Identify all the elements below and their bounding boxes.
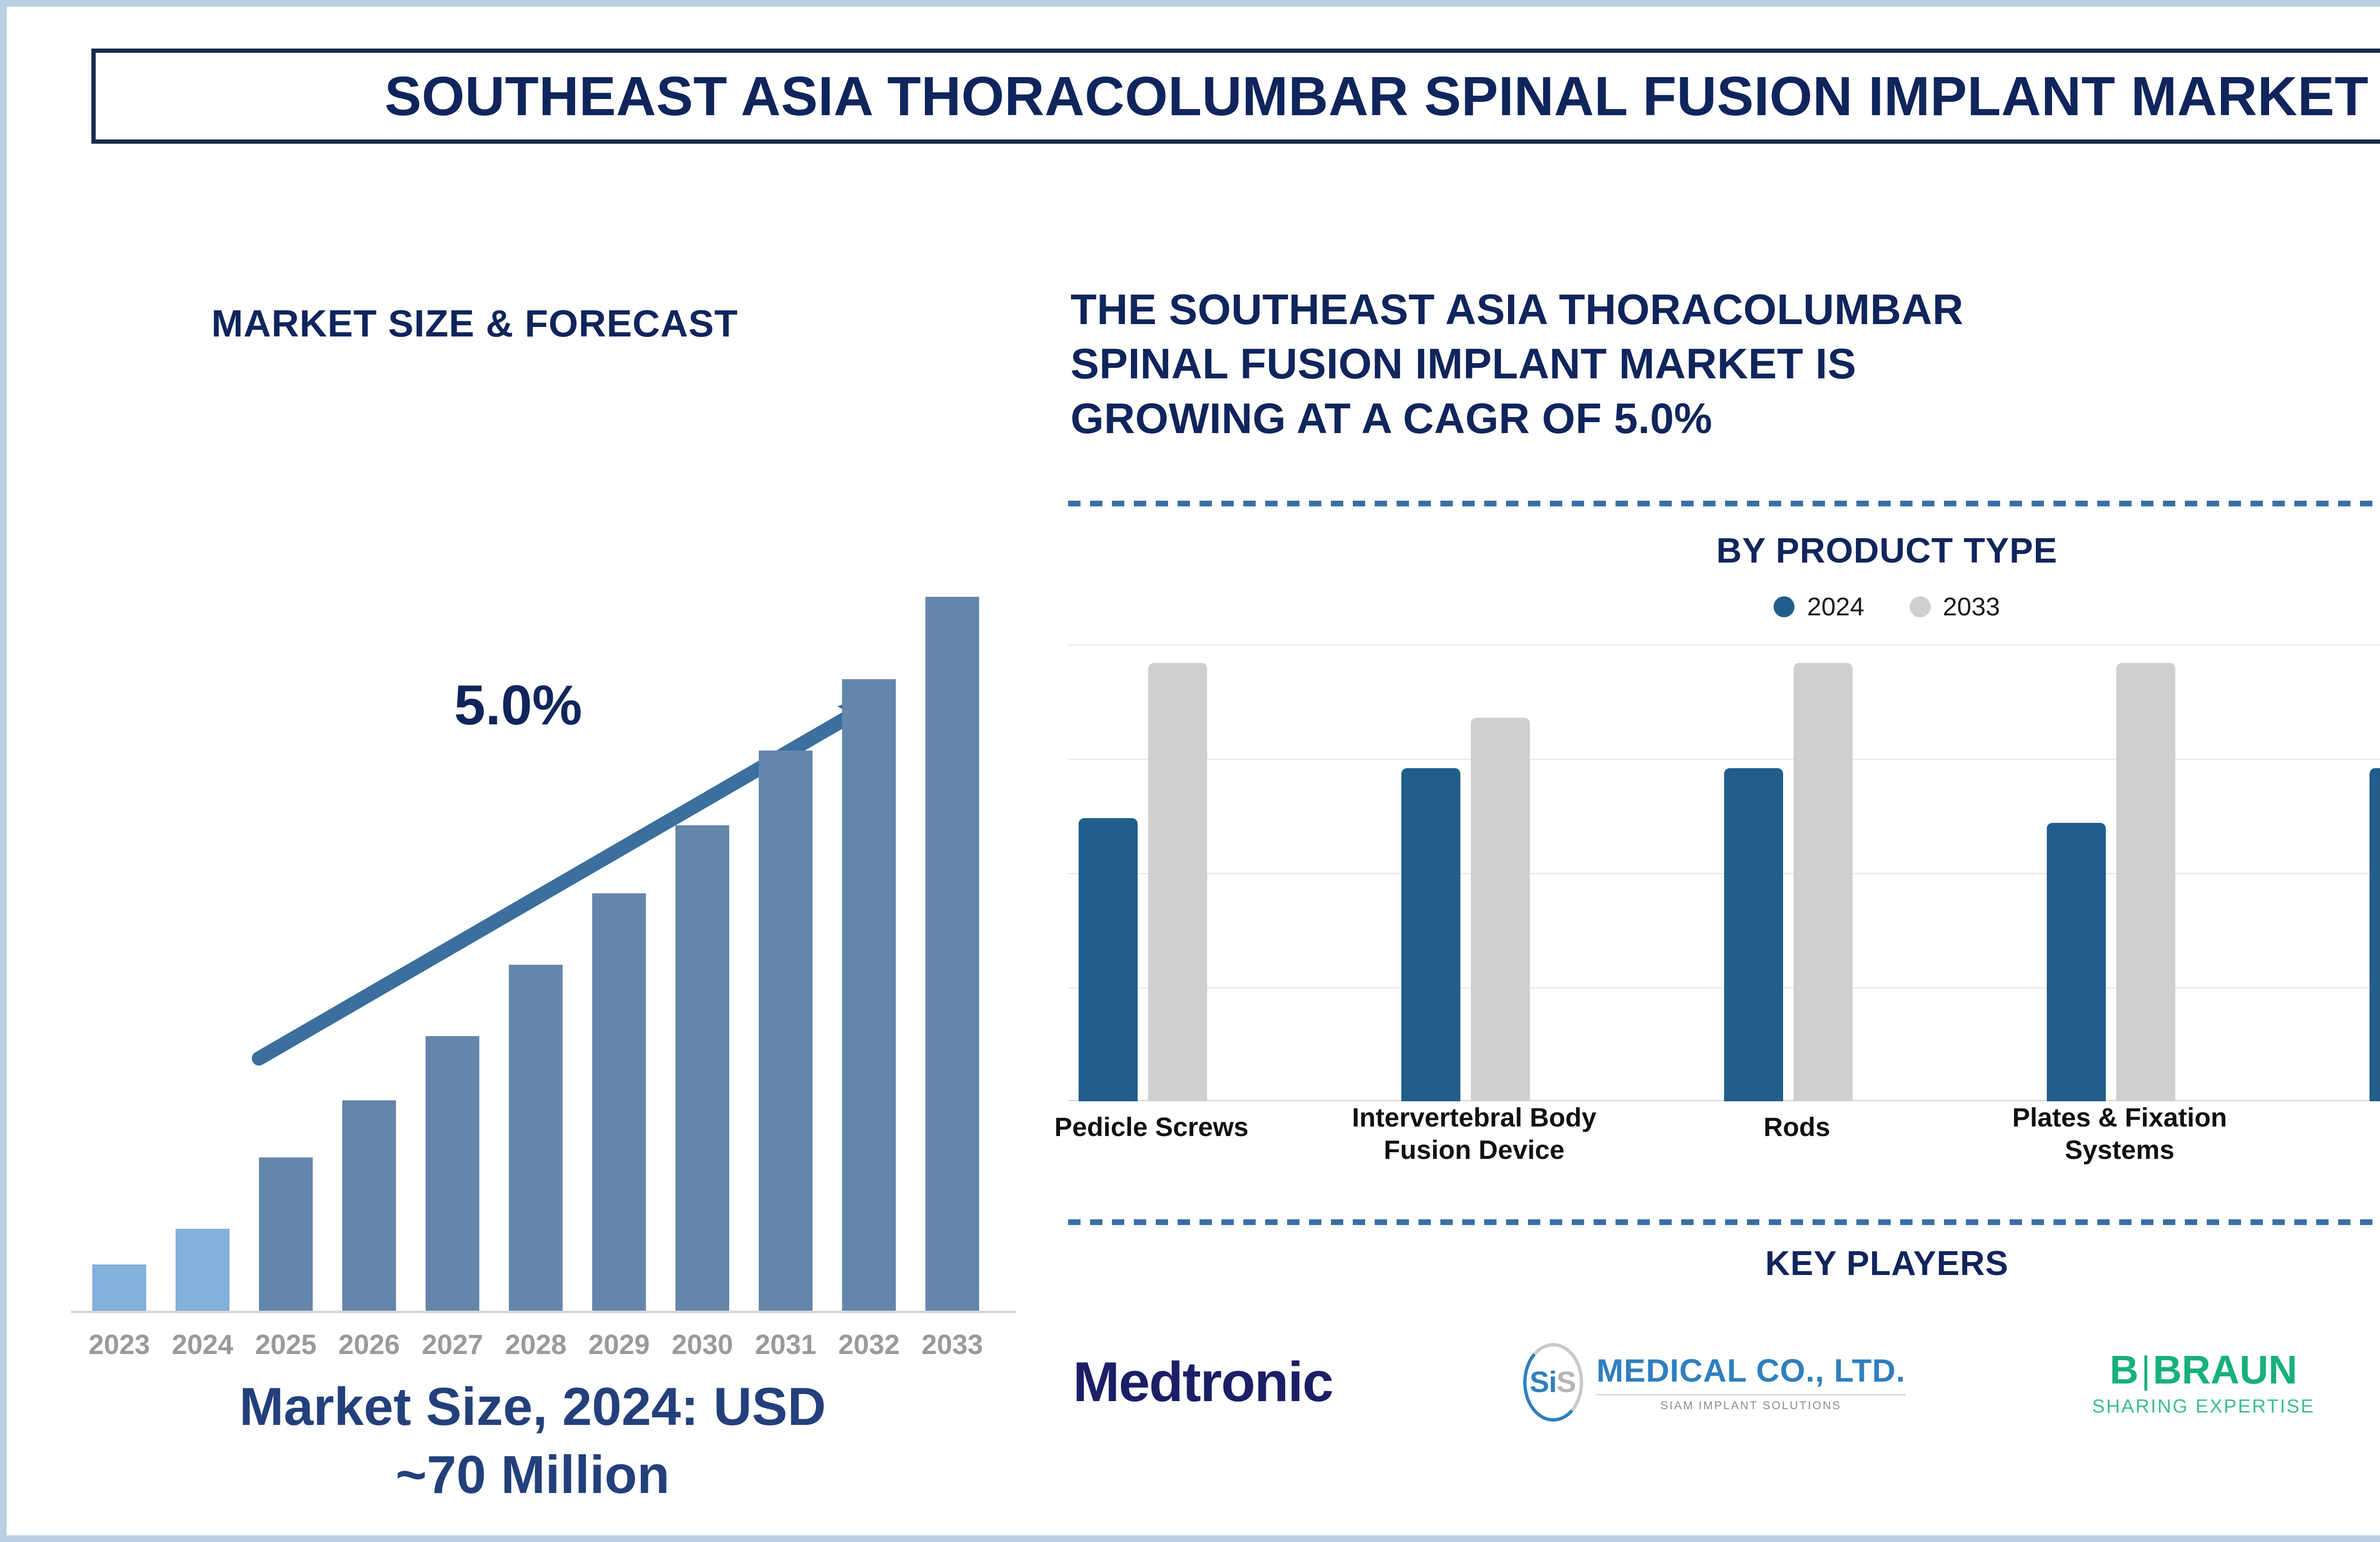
bar-rods-2033: [1794, 663, 1853, 1101]
logo-braun-divider: [2144, 1355, 2147, 1391]
bar-plates-fixation-2033: [2116, 663, 2175, 1101]
divider-top: [1068, 501, 2380, 506]
market-size-forecast-heading: MARKET SIZE & FORECAST: [211, 302, 738, 345]
year-label-2029: 2029: [588, 1329, 650, 1360]
chart-baseline: [71, 1311, 1016, 1313]
logo-sis-sub: SIAM IMPLANT SOLUTIONS: [1596, 1394, 1905, 1413]
year-label-2033: 2033: [921, 1329, 983, 1360]
product-type-bar-chart: [1068, 644, 2380, 1101]
cagr-annotation: 5.0%: [454, 674, 582, 737]
year-label-2032: 2032: [838, 1329, 900, 1360]
legend-label-2024: 2024: [1807, 593, 1864, 621]
year-label-2031: 2031: [754, 1329, 817, 1360]
market-size-line-1: Market Size, 2024: USD: [239, 1377, 826, 1436]
chart-legend: 2024 2033: [1059, 592, 2380, 622]
page-title: SOUTHEAST ASIA THORACOLUMBAR SPINAL FUSI…: [385, 65, 2369, 127]
logo-sis-textblock: MEDICAL CO., LTD. SIAM IMPLANT SOLUTIONS: [1596, 1352, 1905, 1413]
title-box: SOUTHEAST ASIA THORACOLUMBAR SPINAL FUSI…: [91, 49, 2380, 144]
divider-bottom: [1068, 1219, 2380, 1225]
logo-sis-main: MEDICAL CO., LTD.: [1596, 1352, 1905, 1389]
bar-2031: [759, 751, 813, 1311]
year-label-2030: 2030: [671, 1329, 734, 1360]
year-label-2026: 2026: [338, 1329, 400, 1360]
year-label-2023: 2023: [88, 1329, 150, 1360]
legend-item-2024: 2024: [1774, 592, 1864, 622]
bar-2029: [592, 893, 646, 1311]
logo-braun-sub: SHARING EXPERTISE: [2092, 1396, 2315, 1417]
bar-2027: [426, 1036, 479, 1311]
bar-2028: [509, 965, 563, 1311]
bar-plates-fixation-2024: [2047, 823, 2106, 1101]
bar-pedicle-screws-2033: [1148, 663, 1207, 1101]
product-type-panel: THE SOUTHEAST ASIA THORACOLUMBAR SPINAL …: [1054, 216, 2380, 1511]
key-players-logos: Medtronic SiS MEDICAL CO., LTD. SIAM IMP…: [1059, 1311, 2380, 1453]
legend-dot-2033: [1909, 596, 1931, 617]
bar-2032: [842, 679, 896, 1311]
bar-others-2024: [2370, 768, 2380, 1101]
bar-pedicle-screws-2024: [1079, 818, 1138, 1101]
year-label-2027: 2027: [421, 1329, 484, 1360]
logo-medtronic: Medtronic: [1073, 1350, 1334, 1414]
year-label-2024: 2024: [171, 1329, 234, 1360]
market-size-bar-chart: 2023 2024 2025 2026 2027 2028 2029 2030 …: [50, 563, 1023, 1396]
logo-medtronic-text: Medtronic: [1073, 1351, 1334, 1414]
bar-2025: [259, 1157, 313, 1311]
legend-item-2033: 2033: [1909, 592, 2000, 622]
sis-ellipse-icon: SiS: [1519, 1343, 1586, 1422]
market-size-value: Market Size, 2024: USD ~70 Million: [35, 1373, 1030, 1509]
bar-2023: [92, 1265, 146, 1311]
bar-2026: [342, 1100, 396, 1311]
logo-b-braun: B BRAUN SHARING EXPERTISE: [2092, 1347, 2315, 1417]
bar-2024: [176, 1229, 229, 1311]
legend-dot-2024: [1774, 596, 1795, 617]
category-label-others: Others: [2290, 1111, 2380, 1143]
key-players-title: KEY PLAYERS: [1765, 1245, 2009, 1283]
market-size-line-2: ~70 Million: [396, 1445, 670, 1505]
section-title-by-product-type: BY PRODUCT TYPE: [1716, 531, 2058, 570]
category-label-rods: Rods: [1764, 1112, 1830, 1142]
bar-2033: [925, 597, 979, 1311]
headline-line-3: GROWING AT A CAGR OF 5.0%: [1071, 395, 1713, 443]
legend-label-2033: 2033: [1943, 593, 2000, 621]
category-label-plates-fixation: Plates & Fixation Systems: [2012, 1102, 2227, 1165]
bar-ibfd-2033: [1471, 718, 1530, 1101]
headline-line-1: THE SOUTHEAST ASIA THORACOLUMBAR: [1071, 286, 1964, 334]
logo-braun-b: B: [2110, 1347, 2139, 1392]
year-label-2025: 2025: [255, 1329, 317, 1360]
cagr-headline: THE SOUTHEAST ASIA THORACOLUMBAR SPINAL …: [1071, 283, 2380, 446]
year-label-2028: 2028: [505, 1329, 567, 1360]
bar-ibfd-2024: [1401, 768, 1460, 1101]
gridline-100: [1068, 644, 2380, 646]
gridline-75: [1068, 759, 2380, 760]
bar-rods-2024: [1724, 768, 1783, 1101]
bar-2030: [675, 825, 729, 1311]
category-label-pedicle-screws: Pedicle Screws: [1054, 1112, 1249, 1142]
headline-line-2: SPINAL FUSION IMPLANT MARKET IS: [1071, 340, 1856, 388]
category-label-ibfd: Intervertebral Body Fusion Device: [1352, 1102, 1597, 1165]
logo-sis-medical: SiS MEDICAL CO., LTD. SIAM IMPLANT SOLUT…: [1519, 1343, 1905, 1422]
logo-braun-word: BRAUN: [2152, 1347, 2298, 1392]
logo-braun-main: B BRAUN: [2110, 1347, 2297, 1393]
market-size-forecast-panel: MARKET SIZE & FORECAST 5.0% 2023 2024 20…: [35, 216, 1016, 1511]
